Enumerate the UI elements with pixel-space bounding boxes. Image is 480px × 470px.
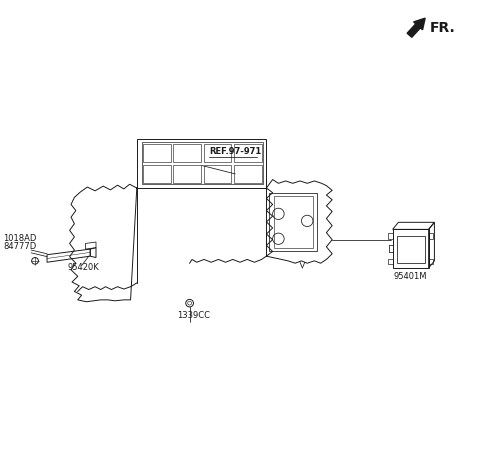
FancyArrow shape [407,18,425,37]
Text: 95401M: 95401M [394,272,427,281]
Text: 1018AD: 1018AD [3,234,36,243]
Text: FR.: FR. [430,21,456,35]
Text: 1339CC: 1339CC [177,311,210,321]
Text: 84777D: 84777D [3,242,36,251]
Text: 95420K: 95420K [67,263,99,273]
Text: REF.97-971: REF.97-971 [209,147,261,156]
